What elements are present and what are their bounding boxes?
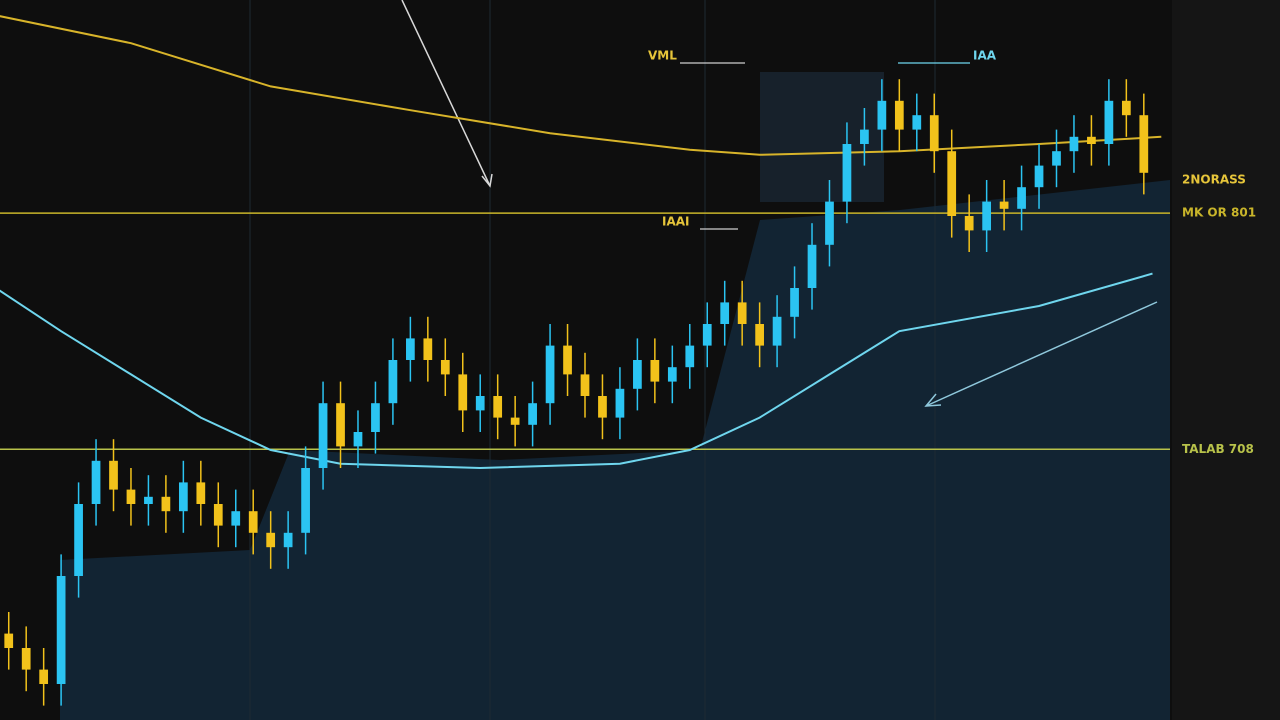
candle-body bbox=[493, 396, 503, 418]
candle-body bbox=[667, 367, 677, 382]
candle-body bbox=[807, 244, 817, 288]
candle-body bbox=[126, 489, 136, 504]
candle-body bbox=[999, 201, 1009, 209]
candle-body bbox=[301, 468, 310, 533]
candle-body bbox=[790, 288, 799, 317]
candle-body bbox=[440, 360, 450, 375]
candle-body bbox=[231, 511, 241, 526]
candle-body bbox=[388, 360, 398, 404]
candle-body bbox=[371, 403, 380, 432]
annotation: VML bbox=[648, 49, 677, 63]
candle-body bbox=[196, 482, 206, 504]
candle-body bbox=[336, 403, 345, 447]
candle-body bbox=[1139, 115, 1149, 173]
candle-body bbox=[877, 100, 887, 130]
candle-body bbox=[825, 201, 834, 245]
candle-body bbox=[685, 345, 695, 368]
candle-body bbox=[248, 511, 258, 533]
candle-body bbox=[21, 648, 31, 670]
candle-body bbox=[894, 100, 904, 130]
candle-body bbox=[615, 388, 625, 418]
candle-body bbox=[510, 417, 520, 425]
arrow-head bbox=[924, 393, 942, 407]
price-panel bbox=[1172, 0, 1280, 720]
candle-body bbox=[109, 460, 118, 490]
level-label: 2NORASS bbox=[1182, 173, 1246, 187]
annotation: IAA bbox=[973, 49, 997, 63]
candle-body bbox=[947, 151, 957, 216]
candle-body bbox=[1104, 100, 1114, 144]
candle-body bbox=[161, 496, 171, 512]
candle-body bbox=[755, 324, 764, 346]
candle-body bbox=[39, 669, 49, 684]
candle-body bbox=[737, 302, 747, 324]
candle-body bbox=[1087, 136, 1096, 144]
candle-body bbox=[912, 115, 922, 130]
annotation: IAAI bbox=[662, 215, 690, 229]
candle-body bbox=[318, 403, 328, 468]
candle-body bbox=[1017, 187, 1026, 209]
arrow-head bbox=[481, 173, 493, 188]
candle-body bbox=[929, 115, 939, 152]
lines bbox=[0, 15, 1162, 470]
candle-body bbox=[702, 324, 712, 346]
levels: 2NORASS MK OR 801 TALAB 708 bbox=[0, 173, 1256, 456]
candle-body bbox=[178, 482, 188, 512]
candle-body bbox=[842, 144, 852, 202]
indicator-line bbox=[0, 15, 1162, 156]
level-label: MK OR 801 bbox=[1182, 206, 1256, 220]
candle-body bbox=[406, 338, 415, 360]
candle-body bbox=[1052, 151, 1061, 166]
candle-body bbox=[563, 345, 572, 375]
candle-body bbox=[580, 374, 590, 396]
candle-body bbox=[720, 302, 730, 324]
candle-body bbox=[266, 532, 276, 548]
candle-body bbox=[475, 396, 485, 411]
candle-body bbox=[4, 633, 14, 648]
candle-body bbox=[1121, 100, 1131, 116]
candle-body bbox=[598, 396, 607, 418]
candle-body bbox=[964, 216, 974, 231]
candle-body bbox=[545, 345, 555, 404]
candles bbox=[4, 79, 1149, 706]
candle-body bbox=[283, 532, 293, 548]
candle-body bbox=[353, 432, 363, 447]
candle-body bbox=[56, 576, 66, 684]
candle-body bbox=[982, 201, 992, 231]
arrow bbox=[401, 0, 491, 187]
annotations: VML IAA IAAI bbox=[648, 49, 997, 230]
candle-body bbox=[633, 360, 642, 389]
area-shade bbox=[60, 180, 1170, 720]
candle-body bbox=[458, 374, 468, 411]
arrows bbox=[401, 0, 1158, 407]
candle-body bbox=[860, 129, 869, 144]
candle-body bbox=[74, 504, 83, 576]
candle-body bbox=[423, 338, 433, 360]
candle-body bbox=[213, 504, 223, 526]
arrow bbox=[925, 301, 1158, 407]
candle-body bbox=[650, 360, 660, 382]
candle-body bbox=[528, 403, 537, 425]
candle-body bbox=[91, 460, 101, 504]
candle-body bbox=[144, 496, 153, 504]
candle-body bbox=[1034, 165, 1044, 188]
indicator-line bbox=[0, 272, 1153, 470]
candle-body bbox=[1069, 136, 1079, 152]
level-label: TALAB 708 bbox=[1182, 442, 1254, 456]
candle-body bbox=[772, 316, 782, 346]
